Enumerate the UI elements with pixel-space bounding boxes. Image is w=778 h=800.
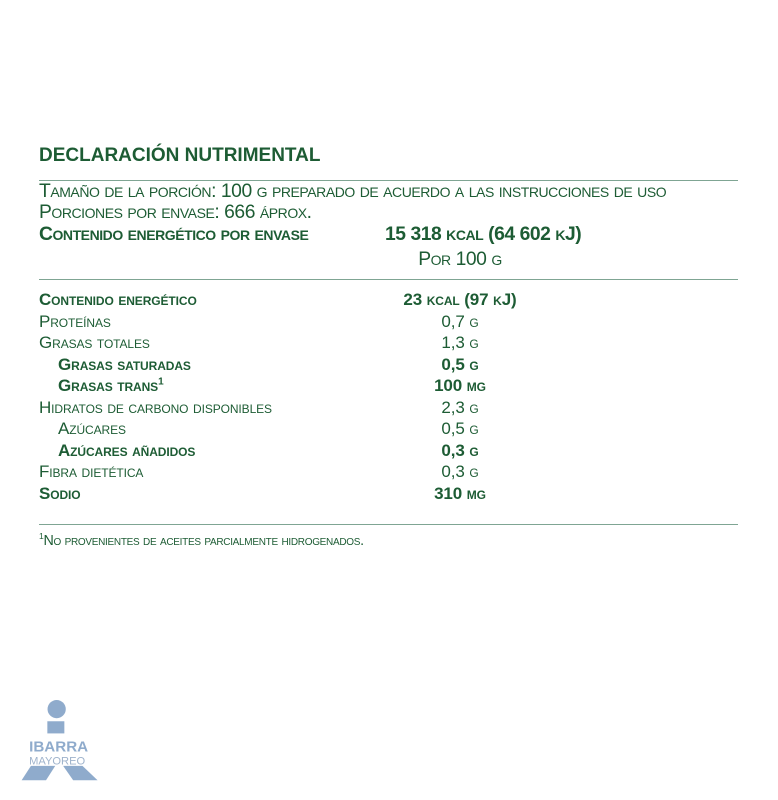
svg-text:IBARRA: IBARRA [29,739,88,756]
svg-text:MAYOREO: MAYOREO [29,755,85,767]
